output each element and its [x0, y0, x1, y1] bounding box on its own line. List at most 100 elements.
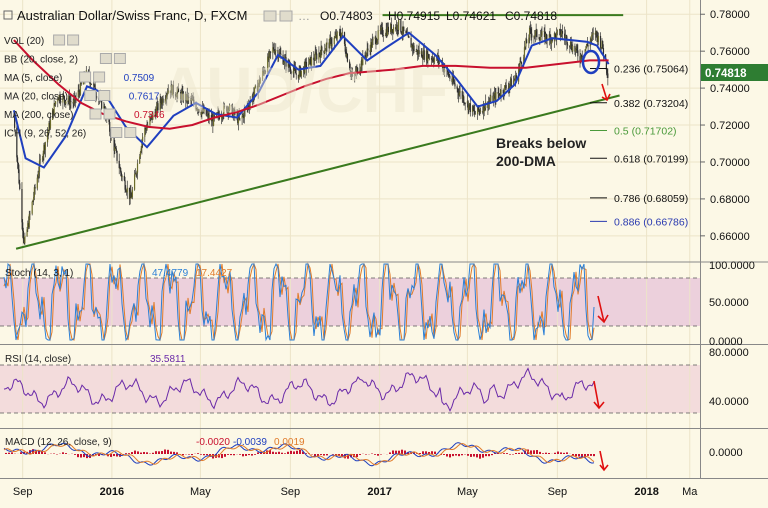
candle-body — [239, 118, 241, 120]
candle-body — [569, 45, 571, 48]
price-badge — [701, 64, 768, 81]
candle-body — [63, 95, 65, 101]
candle-body — [48, 122, 50, 131]
candle-body — [238, 114, 240, 119]
candle-body — [304, 61, 306, 73]
candle-body — [374, 36, 376, 40]
x-tick-label: Sep — [548, 486, 568, 498]
candle-body — [289, 66, 291, 68]
eye-icon[interactable] — [263, 10, 277, 22]
candle-body — [528, 37, 530, 44]
candle-body — [208, 115, 210, 119]
candle-body — [57, 98, 60, 101]
y-tick-label: 0.72000 — [710, 120, 750, 132]
candle-body — [22, 230, 25, 240]
candle-body — [507, 88, 509, 90]
candle-body — [446, 69, 448, 71]
eye-icon[interactable] — [53, 34, 66, 46]
indicator-legend-row: ICH (9, 26, 52, 26) — [4, 127, 137, 140]
candle-body — [131, 189, 133, 198]
candle-body — [133, 174, 136, 190]
candle-body — [380, 27, 382, 30]
rsi-y-tick-label: 80.0000 — [709, 347, 749, 359]
candle-body — [161, 98, 163, 105]
candle-body — [33, 187, 35, 197]
candle-body — [531, 33, 533, 38]
candle-body — [560, 34, 562, 36]
candle-body — [334, 36, 336, 38]
candle-body — [52, 109, 54, 120]
eye-icon[interactable] — [84, 90, 97, 101]
candle-body — [295, 73, 297, 75]
candle-body — [36, 177, 38, 189]
candle-body — [47, 130, 49, 134]
candle-body — [504, 84, 507, 86]
more-icon[interactable]: … — [298, 9, 310, 23]
candle-body — [520, 62, 523, 64]
candle-body — [389, 23, 392, 33]
candle-body — [570, 41, 572, 49]
candle-body — [170, 85, 172, 94]
candle-body — [32, 200, 34, 202]
candle-body — [541, 31, 543, 36]
candle-body — [258, 79, 260, 85]
candle-body — [392, 27, 395, 33]
candle-body — [594, 32, 597, 35]
settings-icon[interactable] — [124, 127, 137, 138]
ohlc-close: C0.74818 — [505, 9, 557, 23]
eye-icon[interactable] — [110, 127, 123, 138]
indicator-name: MA (200, close) — [4, 110, 73, 121]
candle-body — [461, 91, 463, 99]
settings-icon[interactable] — [279, 10, 293, 22]
candle-body — [303, 66, 305, 73]
candle-body — [287, 61, 289, 67]
candle-body — [136, 172, 138, 175]
candle-body — [447, 72, 449, 76]
candle-body — [367, 48, 369, 51]
candle-body — [318, 52, 320, 60]
eye-icon[interactable] — [99, 53, 112, 64]
candle-body — [272, 47, 274, 53]
candle-body — [272, 47, 275, 50]
candle-body — [212, 115, 215, 126]
candle-body — [196, 109, 199, 111]
candle-body — [70, 101, 72, 103]
candle-body — [146, 126, 148, 131]
candle-body — [57, 98, 59, 102]
fib-label: 0.236 (0.75064) — [614, 63, 688, 75]
settings-icon[interactable] — [67, 34, 80, 46]
settings-icon[interactable] — [113, 53, 126, 64]
candle-body — [198, 109, 200, 112]
axes: 0.78000 0.76000 0.74000 0.72000 0.70000 0.680… — [700, 9, 755, 459]
candle-body — [145, 129, 147, 131]
settings-icon[interactable] — [98, 90, 111, 101]
candle-body — [345, 51, 347, 57]
candle-body — [259, 79, 261, 84]
stoch-title: Stoch (14, 3, 1) — [5, 268, 73, 279]
candle-body — [128, 187, 131, 199]
ma-line — [13, 39, 609, 130]
candle-body — [116, 150, 118, 161]
candle-body — [319, 52, 321, 55]
candle-body — [269, 51, 271, 53]
candle-body — [395, 24, 398, 30]
candle-body — [34, 187, 36, 189]
x-tick-label: May — [457, 486, 478, 498]
candle-body — [540, 35, 542, 37]
eye-icon[interactable] — [79, 71, 92, 83]
y-tick-label: 0.66000 — [710, 231, 750, 243]
macd-signal-line — [3, 442, 595, 466]
eye-icon[interactable] — [89, 108, 102, 120]
x-tick-label: 2016 — [100, 486, 124, 498]
settings-icon[interactable] — [93, 71, 106, 83]
candle-body — [442, 66, 444, 70]
collapse-icon[interactable] — [3, 10, 13, 20]
candle-body — [533, 36, 535, 38]
indicator-legend-row: MA (5, close) 0.7509 — [4, 71, 155, 84]
settings-icon[interactable] — [103, 108, 116, 120]
candle-body — [262, 71, 264, 72]
candle-body — [52, 109, 54, 115]
candle-body — [268, 52, 270, 61]
candle-body — [329, 37, 331, 49]
candle-body — [31, 201, 33, 214]
